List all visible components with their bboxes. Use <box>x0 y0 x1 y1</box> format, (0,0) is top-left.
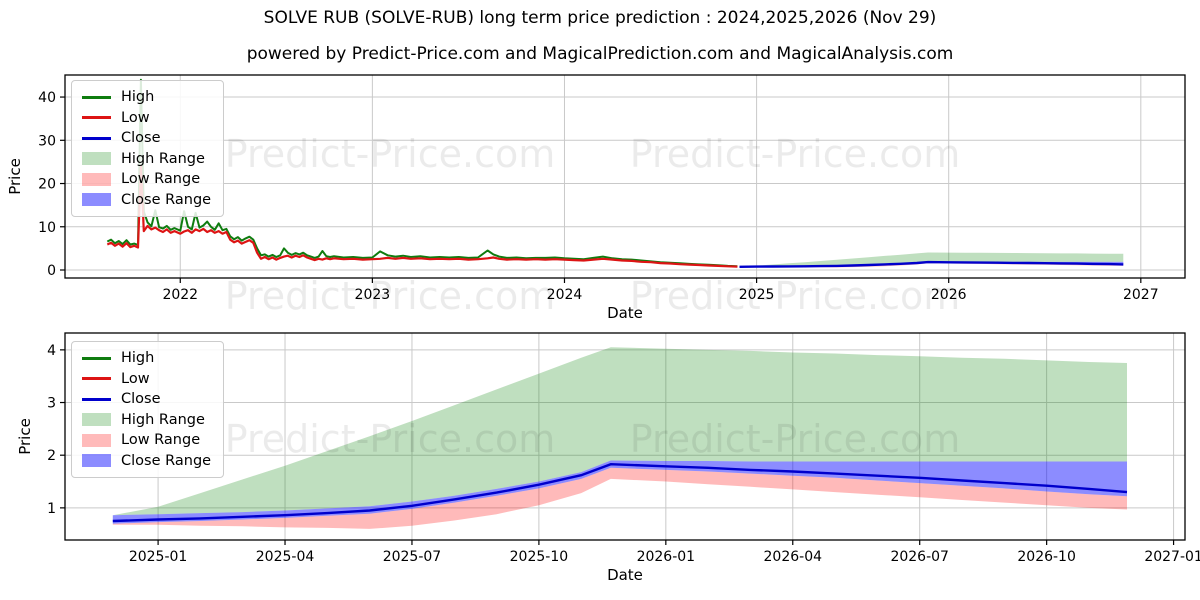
bottom-chart <box>65 333 1185 540</box>
legend-swatch <box>82 397 111 401</box>
legend-swatch <box>82 116 111 120</box>
legend-label: High <box>121 350 155 367</box>
watermark-text: Predict-Price.com <box>225 132 556 176</box>
legend-swatch <box>82 193 111 207</box>
top-chart-frame <box>64 74 1186 279</box>
legend-label: Low <box>121 109 150 126</box>
x-tick-label: 2026-04 <box>764 549 823 565</box>
x-tick-label: 2027 <box>1123 287 1159 303</box>
chart-subtitle: powered by Predict-Price.com and Magical… <box>246 44 954 64</box>
legend-label: Close <box>121 391 161 408</box>
legend-row-high: High <box>82 87 211 108</box>
x-tick-label: 2026-10 <box>1017 549 1076 565</box>
x-tick-label: 2027-01 <box>1144 549 1200 565</box>
legend-swatch <box>82 172 111 186</box>
y-axis-label: Price <box>6 158 24 195</box>
y-tick-label: 3 <box>47 396 56 412</box>
legend-row-low: Low <box>82 108 211 129</box>
x-tick-label: 2025 <box>739 287 775 303</box>
legend-row-close: Close <box>82 389 211 410</box>
legend-row-high-range: High Range <box>82 410 211 431</box>
legend-label: Close Range <box>121 191 212 208</box>
y-tick-label: 10 <box>38 220 56 236</box>
y-tick-label: 4 <box>47 343 56 359</box>
legend-row-low: Low <box>82 369 211 390</box>
watermark-text: Predict-Price.com <box>630 132 961 176</box>
x-tick-label: 2026 <box>931 287 967 303</box>
bottom-chart-frame <box>64 332 1186 541</box>
x-tick-label: 2025-01 <box>129 549 188 565</box>
high-range-band <box>739 252 1124 267</box>
legend-label: Close Range <box>121 452 212 469</box>
watermark-text: Predict-Price.com <box>630 274 961 318</box>
tick-marks <box>60 349 1175 545</box>
legend-label: High Range <box>121 150 205 167</box>
legend-row-close-range: Close Range <box>82 451 211 472</box>
high-range-band <box>112 347 1128 516</box>
tick-labels: 2022 2023 2024 2025 2026 2027 0 10 20 30 40 <box>38 90 1158 303</box>
y-axis-label: Price <box>16 418 34 455</box>
y-tick-label: 0 <box>47 263 56 279</box>
legend-label: Close <box>121 130 161 147</box>
watermark-text: Predict-Price.com <box>630 417 961 461</box>
y-tick-label: 20 <box>38 177 56 193</box>
bottom-chart-grid <box>65 333 1185 540</box>
legend-label: High <box>121 89 155 106</box>
legend-swatch <box>82 413 111 427</box>
low-range-band <box>112 467 1128 529</box>
x-tick-label: 2025-04 <box>256 549 315 565</box>
legend-swatch <box>82 95 111 99</box>
chart-title: SOLVE RUB (SOLVE-RUB) long term price pr… <box>263 8 937 28</box>
legend-swatch <box>82 433 111 447</box>
legend-row-close: Close <box>82 128 211 149</box>
x-tick-label: 2026-01 <box>637 549 696 565</box>
legend-label: Low <box>121 370 150 387</box>
legend-swatch <box>82 152 111 166</box>
tick-marks <box>60 96 1142 283</box>
legend-row-high: High <box>82 348 211 369</box>
top-chart-grid <box>65 75 1185 278</box>
top-chart <box>65 75 1185 278</box>
close-line <box>112 462 1128 523</box>
legend-swatch <box>82 454 111 468</box>
tick-labels: 2025-01 2025-04 2025-07 2025-10 2026-01 2026-… <box>47 343 1200 565</box>
legend-row-close-range: Close Range <box>82 190 211 211</box>
x-tick-label: 2025-07 <box>383 549 442 565</box>
x-axis-label: Date <box>607 304 643 322</box>
legend-label: Low Range <box>121 171 201 188</box>
x-axis-label: Date <box>607 566 643 584</box>
x-tick-label: 2023 <box>355 287 391 303</box>
y-tick-label: 2 <box>47 448 56 464</box>
x-tick-label: 2025-10 <box>510 549 569 565</box>
y-tick-label: 40 <box>38 90 56 106</box>
y-tick-label: 1 <box>47 501 56 517</box>
legend-bottom-chart: High Low Close High Range Low Range Close Ran… <box>71 341 225 478</box>
legend-top-chart: High Low Close High Range Low Range Close Ran… <box>71 80 225 217</box>
x-tick-label: 2024 <box>547 287 583 303</box>
legend-row-high-range: High Range <box>82 149 211 170</box>
x-tick-label: 2022 <box>162 287 198 303</box>
y-tick-label: 30 <box>38 133 56 149</box>
legend-label: High Range <box>121 411 205 428</box>
legend-row-low-range: Low Range <box>82 169 211 190</box>
legend-swatch <box>82 356 111 360</box>
legend-label: Low Range <box>121 432 201 449</box>
x-tick-label: 2026-07 <box>890 549 949 565</box>
legend-swatch <box>82 136 111 140</box>
history-high-line <box>106 78 738 268</box>
history-low-line <box>106 165 738 268</box>
legend-swatch <box>82 377 111 381</box>
watermark-text: Predict-Price.com <box>225 417 556 461</box>
watermark-text: Predict-Price.com <box>225 274 556 318</box>
close-line <box>739 260 1124 268</box>
legend-row-low-range: Low Range <box>82 430 211 451</box>
